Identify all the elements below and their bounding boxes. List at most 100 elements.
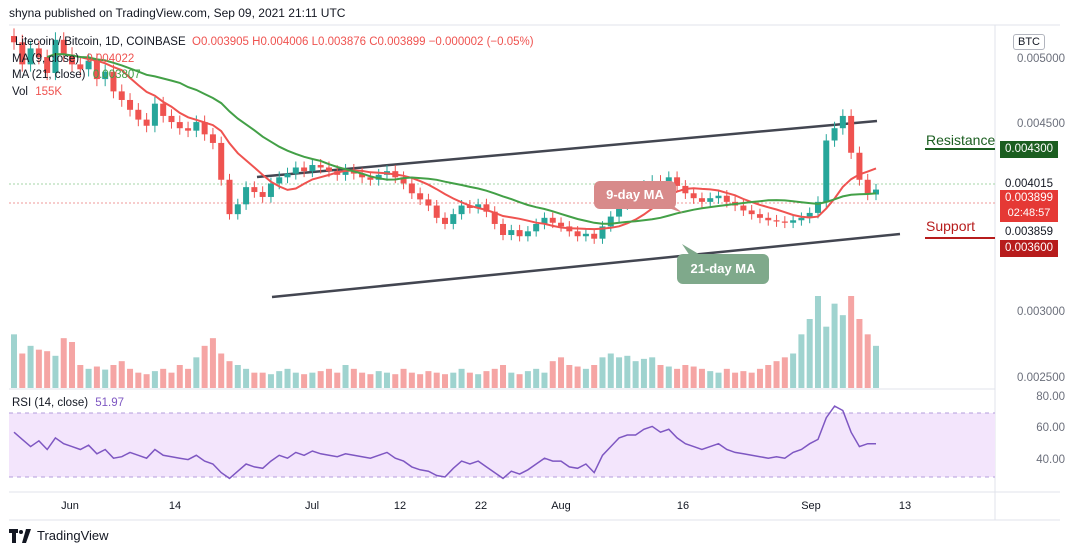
- candle-body: [574, 231, 581, 237]
- volume-bar: [77, 365, 84, 388]
- candle-body: [251, 187, 258, 193]
- change-value: −0.000002 (−0.05%): [428, 36, 534, 48]
- candle-body: [60, 39, 67, 55]
- volume-bar: [425, 371, 432, 388]
- volume-bar: [790, 353, 797, 388]
- volume-bar: [110, 365, 117, 388]
- candle-body: [707, 198, 714, 202]
- candle-body: [69, 54, 76, 65]
- candle-body: [591, 233, 598, 239]
- volume-bar: [35, 349, 42, 388]
- volume-bar: [267, 374, 274, 388]
- price-tick-0045: 0.004500: [1017, 118, 1065, 130]
- volume-bar: [334, 372, 341, 388]
- candle-body: [11, 36, 17, 43]
- candle-body: [201, 122, 208, 135]
- volume-bar: [566, 365, 573, 388]
- candle-body: [524, 231, 531, 237]
- support-price-tag: 0.003600: [1000, 240, 1058, 257]
- nine-day-ma-annotation: 9-day MA: [594, 181, 676, 209]
- volume-bar: [160, 368, 167, 388]
- volume-bar: [773, 361, 780, 388]
- symbol-legend: Litecoin / Bitcoin, 1D, COINBASE O0.0039…: [15, 36, 534, 48]
- candle-body: [814, 201, 821, 213]
- ma21-legend-label: MA (21, close): [12, 69, 86, 81]
- candle-body: [267, 183, 274, 197]
- volume-bar: [674, 368, 681, 388]
- volume-bar: [201, 345, 208, 388]
- price-tick-0025: 0.002500: [1017, 372, 1065, 384]
- candle-body: [533, 223, 540, 232]
- candle-body: [135, 109, 142, 120]
- candle-body: [118, 91, 125, 100]
- volume-bar: [176, 365, 183, 388]
- volume-bar: [723, 368, 730, 388]
- volume-bar: [259, 372, 266, 388]
- volume-bar: [19, 353, 26, 388]
- candle-body: [516, 230, 523, 237]
- high-value: H0.004006: [252, 36, 309, 48]
- time-tick-22: 22: [474, 500, 488, 512]
- volume-bar: [649, 357, 656, 388]
- volume-bar: [185, 368, 192, 388]
- currency-scale-button[interactable]: BTC: [1013, 34, 1045, 50]
- volume-bar: [798, 334, 805, 388]
- candle-body: [773, 220, 780, 222]
- candle-body: [582, 233, 589, 237]
- volume-bar: [102, 369, 109, 388]
- candle-body: [102, 71, 109, 80]
- volume-bar: [367, 374, 374, 388]
- support-label: Support: [926, 218, 976, 234]
- resistance-label: Resistance: [926, 132, 996, 148]
- candle-body: [110, 71, 117, 92]
- volume-bar: [52, 355, 59, 388]
- candle-body: [823, 140, 830, 202]
- volume-bar: [839, 315, 846, 388]
- ma21-legend: MA (21, close) 0.003807: [12, 69, 141, 81]
- volume-bar: [558, 357, 565, 388]
- volume-bar: [301, 374, 308, 388]
- candle-body: [400, 177, 407, 184]
- candle-body: [599, 226, 606, 239]
- candle-body: [259, 192, 266, 197]
- rsi-line: [13, 405, 877, 480]
- volume-bar: [383, 372, 390, 388]
- volume-bar: [193, 357, 200, 388]
- volume-bar: [417, 374, 424, 388]
- time-tick-16: 16: [676, 500, 690, 512]
- volume-bar: [541, 372, 548, 388]
- volume-bar: [118, 361, 125, 388]
- volume-bar: [143, 374, 150, 388]
- volume-bar: [574, 366, 581, 388]
- volume-bar: [209, 338, 216, 388]
- candle-body: [151, 103, 158, 126]
- candle-body: [44, 57, 51, 73]
- candle-body: [549, 217, 556, 223]
- volume-bar: [342, 365, 349, 388]
- volume-bar: [226, 361, 233, 388]
- candle-body: [193, 122, 200, 131]
- current-price-value: 0.003899: [1005, 192, 1053, 204]
- candle-body: [698, 198, 705, 202]
- volume-bar: [607, 353, 614, 388]
- candle-body: [665, 177, 672, 184]
- volume-bar: [475, 374, 482, 388]
- candle-body: [433, 205, 440, 218]
- ma21-line: [46, 53, 877, 225]
- volume-bar: [309, 372, 316, 388]
- volume-bar: [682, 365, 689, 388]
- volume-bar: [665, 366, 672, 388]
- candle-body: [292, 167, 299, 174]
- candle-body: [309, 165, 316, 172]
- candle-body: [93, 60, 100, 80]
- time-tick-13: 13: [898, 500, 912, 512]
- candle-body: [85, 60, 92, 70]
- time-tick-jul: Jul: [304, 500, 320, 512]
- candle-body: [27, 48, 34, 65]
- volume-bar: [823, 326, 830, 388]
- twentyone-day-pointer: [682, 244, 702, 256]
- volume-bar: [748, 372, 755, 388]
- candle-body: [765, 217, 772, 221]
- ma9-price-tag: 0.003859: [1000, 224, 1058, 241]
